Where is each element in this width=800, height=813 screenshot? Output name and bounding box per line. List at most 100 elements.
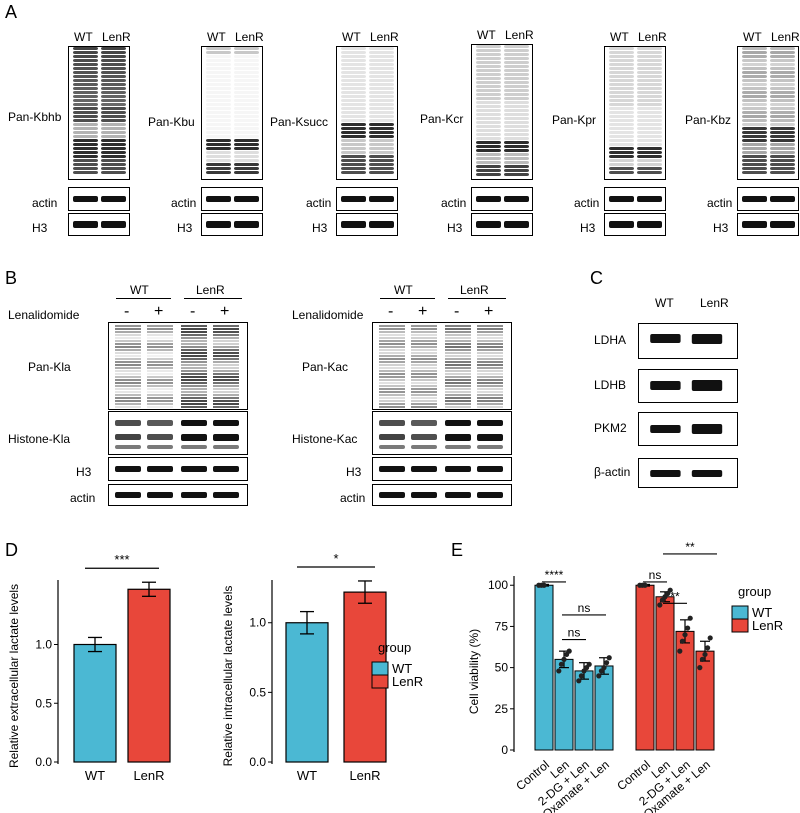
- data-point: [697, 665, 703, 671]
- y-tick-label: 0.0: [249, 755, 266, 769]
- data-point: [699, 656, 705, 662]
- loading-label-actin: actin: [171, 196, 197, 210]
- lane-label-lenr: LenR: [505, 28, 534, 42]
- data-point: [596, 673, 602, 679]
- loading-label-h3: H3: [447, 221, 463, 235]
- loading-label-h3: H3: [346, 465, 362, 479]
- h3-bands: [115, 466, 239, 472]
- data-point: [566, 648, 572, 654]
- blot-bands: [476, 45, 529, 176]
- blot-bands: [609, 47, 662, 174]
- group-label-wt: WT: [394, 283, 413, 297]
- data-point: [578, 673, 584, 679]
- y-axis-label: Relative extracellular lactate levels: [7, 584, 21, 768]
- sig-lenr-2dg-label: **: [670, 589, 680, 603]
- blot-main: [372, 322, 512, 410]
- blot-actin: [604, 187, 666, 211]
- blot-label: Pan-Kpr: [552, 113, 597, 127]
- blot-bands: [379, 325, 503, 408]
- blot-h3: [201, 213, 263, 236]
- blot-main: [737, 46, 799, 180]
- data-point: [586, 661, 592, 667]
- data-point: [667, 587, 673, 593]
- data-point: [601, 665, 607, 671]
- lane-label-lenr: LenR: [700, 296, 729, 310]
- bar: [127, 588, 171, 763]
- treatment-label: Lenalidomide: [8, 308, 80, 322]
- sig-lenr-oxamate-label: **: [685, 540, 695, 554]
- chart-extracellular-lactate: 0.0 0.5 1.0 WT LenR *** Relative extracellular…: [7, 552, 171, 783]
- treatment-sign: -: [124, 303, 130, 320]
- x-tick-label: WT: [297, 768, 317, 783]
- y-tick-label: 0.5: [249, 685, 266, 699]
- y-tick-label: 25: [495, 702, 509, 716]
- group-label-lenr: LenR: [460, 283, 489, 297]
- blot-h3: [336, 213, 398, 236]
- group-label-wt: WT: [130, 283, 149, 297]
- blot-label: Histone-Kla: [8, 432, 71, 446]
- group-label-lenr: LenR: [196, 283, 225, 297]
- lane-label-lenr: LenR: [102, 30, 131, 44]
- blot-actin: [336, 187, 398, 211]
- data-point: [606, 655, 612, 661]
- data-point: [541, 582, 547, 588]
- blot-label: Pan-Kla: [28, 360, 71, 374]
- y-tick-label: 75: [495, 619, 509, 633]
- lane-label-wt: WT: [342, 30, 361, 44]
- lane-label-lenr: LenR: [771, 30, 800, 44]
- h3-bands: [379, 466, 503, 472]
- blot-actin: [201, 187, 263, 211]
- significance-label: *: [333, 551, 338, 566]
- loading-label-actin: actin: [70, 491, 96, 505]
- histone-bands: [115, 420, 239, 449]
- loading-label-h3: H3: [312, 221, 328, 235]
- h3-bands: [742, 221, 795, 228]
- y-tick-label: 1.0: [249, 616, 266, 630]
- legend-title: group: [738, 584, 771, 599]
- blot-label: LDHB: [594, 378, 627, 392]
- blot-h3: [68, 213, 130, 236]
- blot-main: [471, 44, 533, 180]
- bar: [655, 596, 675, 751]
- y-axis-label: Relative intracellular lactate levels: [221, 586, 235, 767]
- group-underline: [116, 298, 171, 299]
- histone-bands: [379, 420, 503, 449]
- blot-bands: [742, 47, 795, 174]
- y-tick-label: 1.0: [35, 638, 52, 652]
- data-point: [677, 648, 683, 654]
- data-point: [561, 656, 567, 662]
- blot-histone: [372, 411, 512, 455]
- y-tick-label: 0.5: [35, 696, 52, 710]
- data-point: [556, 668, 562, 674]
- h3-bands: [476, 221, 529, 228]
- blot-main: [68, 46, 130, 180]
- blot-label: Pan-Ksucc: [270, 115, 329, 129]
- lane-label-lenr: LenR: [638, 30, 667, 44]
- significance-label: ***: [114, 552, 129, 567]
- treatment-sign: +: [154, 303, 164, 320]
- actin-bands: [341, 196, 394, 202]
- h3-bands: [341, 221, 394, 228]
- blot-row: [638, 323, 738, 359]
- loading-label-h3: H3: [580, 221, 596, 235]
- loading-label-actin: actin: [441, 196, 467, 210]
- data-point: [576, 678, 582, 684]
- loading-label-actin: actin: [32, 196, 58, 210]
- blot-bands: [115, 325, 239, 408]
- blot-label: Pan-Kbu: [148, 115, 195, 129]
- y-axis-label: Cell viability (%): [467, 629, 481, 714]
- treatment-label: Lenalidomide: [292, 308, 364, 322]
- data-point: [705, 645, 711, 651]
- legend-title: group: [378, 640, 411, 655]
- bar: [594, 665, 614, 751]
- treatment-sign: +: [418, 303, 428, 320]
- panel-label-d: D: [5, 540, 18, 560]
- treatment-sign: +: [484, 303, 494, 320]
- data-point: [604, 660, 610, 666]
- y-tick-label: 100: [488, 578, 508, 592]
- blot-main: [604, 46, 666, 180]
- blot-actin: [68, 187, 130, 211]
- lane-label-wt: WT: [207, 30, 226, 44]
- blot-actin: [737, 187, 799, 211]
